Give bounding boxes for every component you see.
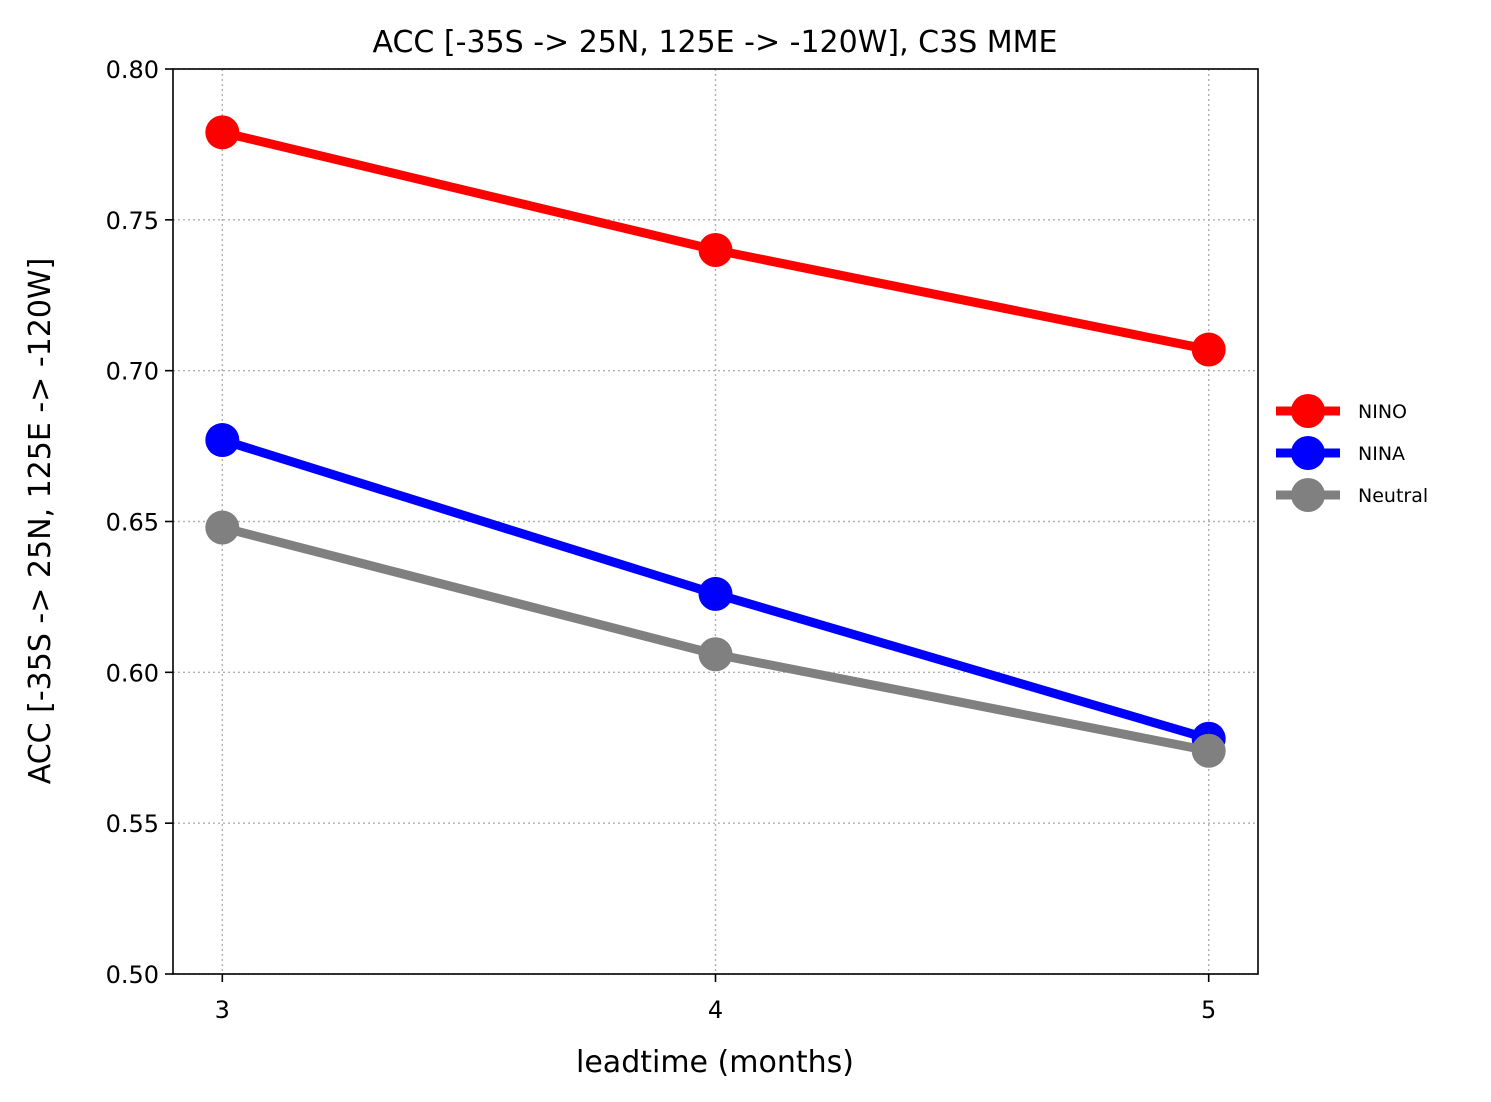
y-axis-label: ACC [-35S -> 25N, 125E -> -120W] [23, 258, 58, 785]
x-ticks: 3 4 5 [215, 974, 1216, 1024]
data-point-nina [698, 576, 733, 611]
y-tick-label: 0.70 [106, 358, 159, 386]
legend-item-neutral: Neutral [1276, 478, 1428, 512]
y-ticks: 0.50 0.55 0.60 0.65 0.70 0.75 0.80 [106, 56, 173, 989]
legend-marker-nina [1291, 436, 1325, 470]
x-tick-label: 3 [215, 996, 230, 1024]
legend-item-nina: NINA [1276, 436, 1405, 470]
data-point-neutral [205, 510, 240, 545]
x-tick-label: 4 [708, 996, 723, 1024]
legend-label-nina: NINA [1358, 443, 1405, 465]
data-point-neutral [698, 637, 733, 672]
y-tick-label: 0.75 [106, 207, 159, 235]
y-tick-label: 0.65 [106, 509, 159, 537]
x-tick-label: 5 [1201, 996, 1216, 1024]
legend-marker-nino [1291, 394, 1325, 428]
y-tick-label: 0.80 [106, 56, 159, 84]
legend-marker-neutral [1291, 478, 1325, 512]
legend-item-nino: NINO [1276, 394, 1407, 428]
chart-title: ACC [-35S -> 25N, 125E -> -120W], C3S MM… [372, 25, 1057, 60]
x-axis-label: leadtime (months) [576, 1045, 854, 1080]
legend: NINO NINA Neutral [1276, 394, 1428, 512]
data-point-nino [1191, 332, 1226, 367]
data-point-nino [205, 115, 240, 150]
y-tick-label: 0.50 [106, 961, 159, 989]
y-tick-label: 0.55 [106, 810, 159, 838]
series-neutral [205, 510, 1226, 768]
data-point-neutral [1191, 733, 1226, 768]
series-layer [205, 115, 1226, 768]
series-nino [205, 115, 1226, 367]
data-point-nino [698, 233, 733, 267]
legend-label-neutral: Neutral [1358, 485, 1428, 507]
data-point-nina [205, 423, 240, 458]
y-tick-label: 0.60 [106, 659, 159, 687]
legend-label-nino: NINO [1358, 401, 1407, 423]
